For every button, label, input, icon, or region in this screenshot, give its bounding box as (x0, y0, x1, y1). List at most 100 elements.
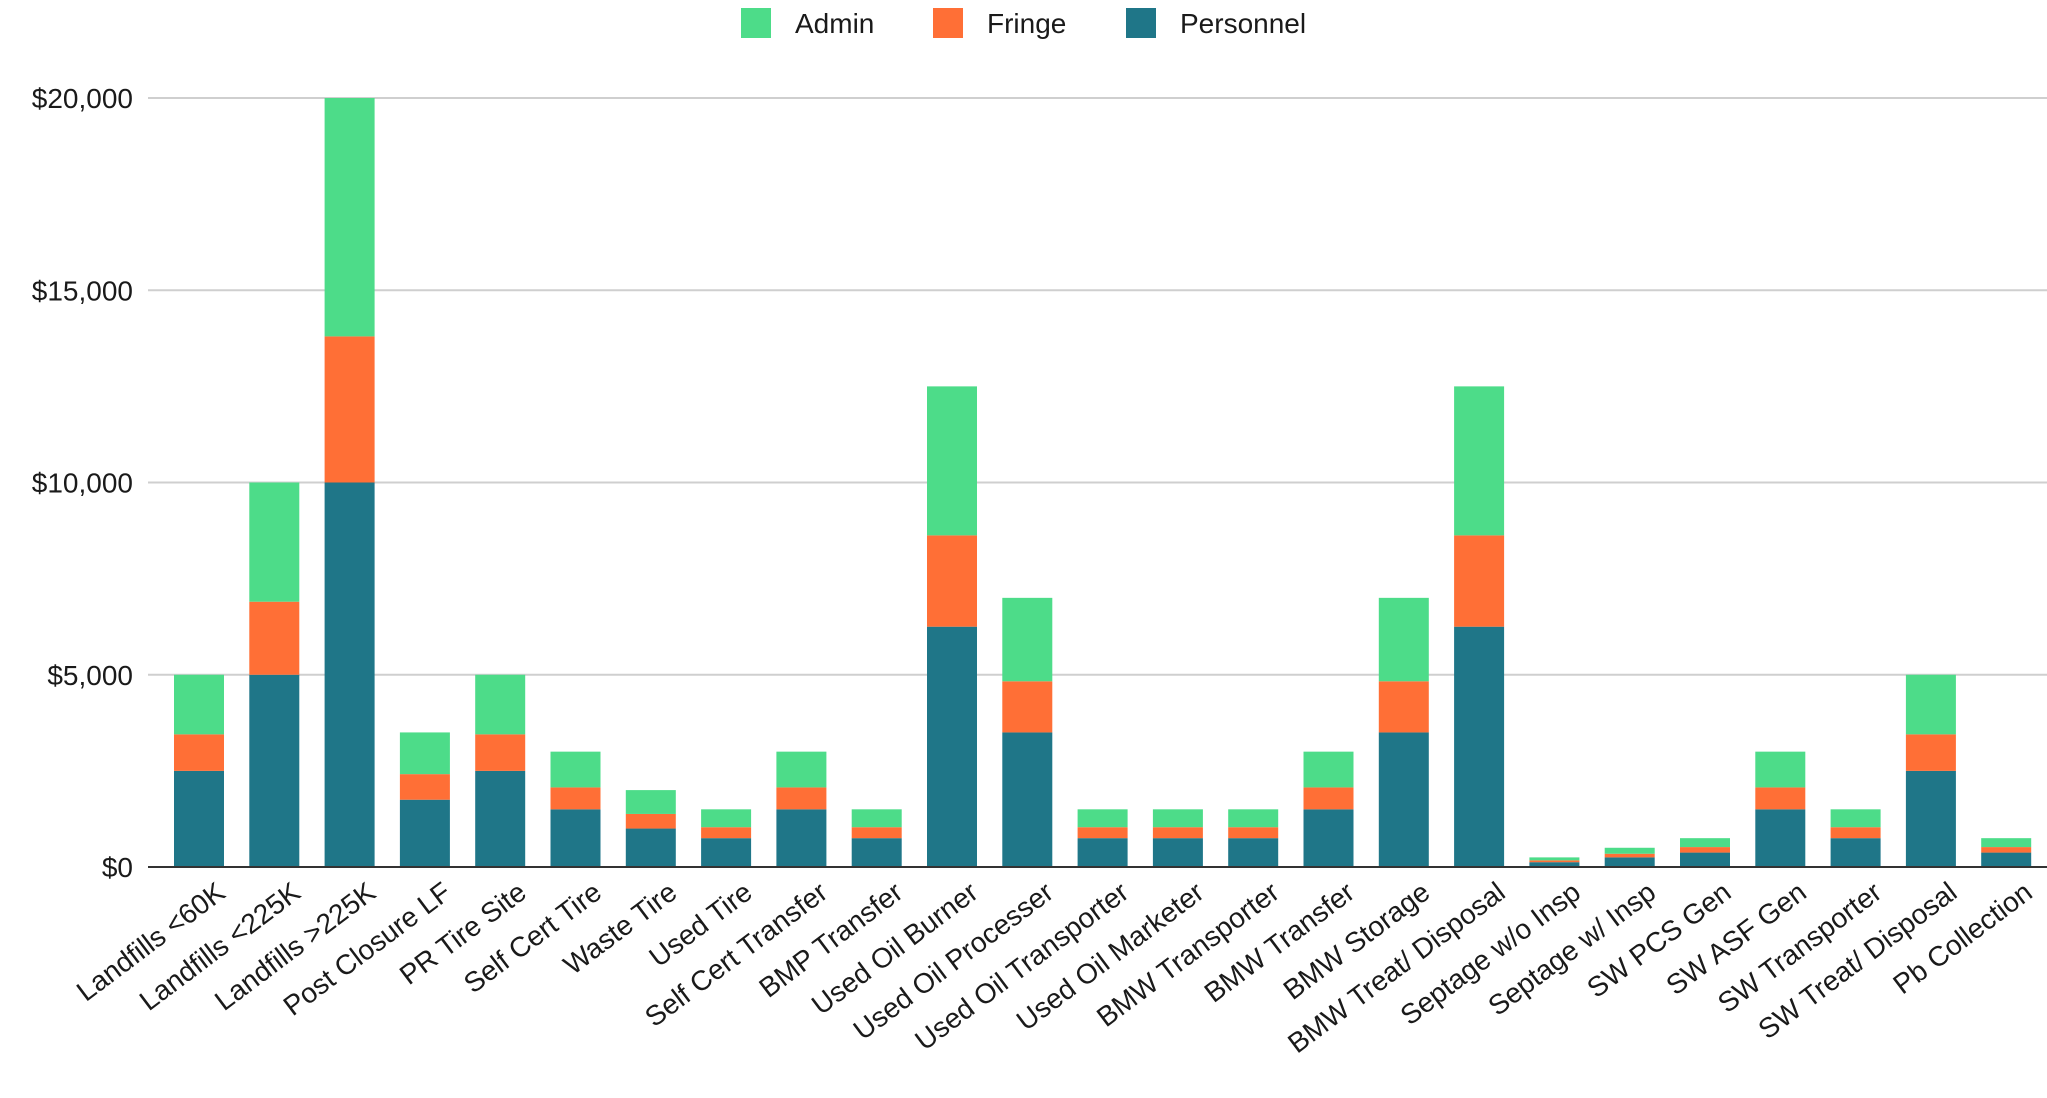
gridlines (148, 97, 2047, 676)
bar-segment-admin (550, 751, 601, 788)
bar-stack (776, 751, 827, 867)
bar-segment-fringe (399, 774, 450, 800)
bar-segment-fringe (475, 734, 526, 771)
bar-segment-fringe (1905, 734, 1956, 771)
bar-segment-admin (1830, 809, 1881, 828)
bar-stack (1303, 751, 1354, 867)
bar-segment-admin (851, 809, 902, 828)
bar-segment-fringe (1077, 827, 1128, 839)
bar-stack (249, 482, 300, 867)
bar-segment-fringe (1680, 847, 1730, 853)
bar-stack (1077, 809, 1128, 867)
bar-segment-admin (399, 732, 450, 775)
bar-segment-admin (1378, 597, 1429, 682)
bar-segment-admin (249, 482, 300, 602)
bar-stack (1905, 674, 1956, 867)
bar-segment-admin (1905, 674, 1956, 735)
bar-stack (475, 674, 526, 867)
bar-segment-personnel (550, 809, 601, 867)
bar-segment-fringe (1830, 827, 1881, 839)
bar-segment-personnel (1981, 852, 2032, 867)
bar-segment-admin (1152, 809, 1203, 828)
bar-segment-fringe (1529, 860, 1580, 863)
bar-stack (1755, 751, 1806, 867)
bar-segment-personnel (1303, 809, 1354, 867)
bars (174, 98, 2032, 867)
bar-segment-personnel (1529, 862, 1580, 867)
bar-segment-admin (1755, 751, 1806, 788)
bar-segment-personnel (1604, 857, 1655, 867)
bar-stack (1981, 838, 2032, 867)
bar-segment-admin (324, 98, 375, 337)
y-tick-label: $20,000 (32, 83, 133, 114)
bar-stack (399, 732, 450, 867)
y-tick-label: $5,000 (47, 660, 133, 691)
bar-segment-fringe (776, 787, 827, 810)
bar-segment-admin (625, 790, 676, 814)
bar-segment-fringe (1303, 787, 1354, 810)
bar-segment-fringe (927, 535, 977, 627)
bar-segment-admin (701, 809, 752, 828)
bar-stack (1454, 386, 1505, 867)
legend-item-personnel: Personnel (1126, 8, 1306, 39)
bar-segment-personnel (1905, 770, 1956, 867)
legend-label: Personnel (1180, 8, 1306, 39)
bar-segment-fringe (550, 787, 601, 810)
bar-segment-fringe (1228, 827, 1279, 839)
legend-label: Admin (795, 8, 874, 39)
bar-segment-admin (1228, 809, 1279, 828)
bar-stack (174, 674, 224, 867)
bar-segment-fringe (701, 827, 752, 839)
legend-swatch (741, 8, 771, 38)
bar-segment-personnel (701, 838, 752, 867)
legend: Admin Fringe Personnel (741, 8, 1306, 39)
bar-segment-fringe (625, 813, 676, 829)
bar-segment-fringe (1454, 535, 1505, 627)
bar-segment-personnel (1152, 838, 1203, 867)
legend-swatch (933, 8, 963, 38)
bar-segment-fringe (324, 336, 375, 483)
bar-segment-fringe (1152, 827, 1203, 839)
bar-segment-fringe (1604, 853, 1655, 858)
bar-segment-fringe (249, 601, 300, 675)
bar-segment-fringe (1981, 847, 2032, 853)
legend-item-fringe: Fringe (933, 8, 1066, 39)
bar-segment-personnel (625, 828, 676, 867)
bar-segment-personnel (1755, 809, 1806, 867)
bar-segment-personnel (249, 674, 300, 867)
bar-segment-fringe (1002, 681, 1053, 733)
bar-stack (1002, 597, 1053, 867)
legend-swatch (1126, 8, 1156, 38)
bar-segment-admin (1604, 847, 1655, 854)
bar-segment-personnel (1228, 838, 1279, 867)
bar-stack (701, 809, 752, 867)
bar-segment-admin (1454, 386, 1505, 536)
bar-segment-personnel (475, 770, 526, 867)
bar-segment-admin (1981, 838, 2032, 848)
bar-segment-admin (1303, 751, 1354, 788)
bar-segment-personnel (324, 482, 375, 867)
bar-segment-personnel (927, 626, 977, 867)
bar-segment-personnel (1680, 852, 1730, 867)
bar-segment-fringe (1378, 681, 1429, 733)
bar-segment-personnel (1077, 838, 1128, 867)
legend-label: Fringe (987, 8, 1066, 39)
bar-stack (1378, 597, 1429, 867)
bar-stack (927, 386, 977, 867)
bar-stack (1680, 838, 1730, 867)
bar-stack (1604, 847, 1655, 867)
legend-item-admin: Admin (741, 8, 874, 39)
bar-segment-admin (1077, 809, 1128, 828)
bar-segment-personnel (1002, 732, 1053, 867)
bar-stack (851, 809, 902, 867)
bar-segment-personnel (776, 809, 827, 867)
y-tick-label: $10,000 (32, 468, 133, 499)
bar-segment-admin (1529, 857, 1580, 861)
bar-segment-admin (1680, 838, 1730, 848)
bar-stack (324, 98, 375, 867)
bar-segment-personnel (1378, 732, 1429, 867)
bar-segment-personnel (1830, 838, 1881, 867)
